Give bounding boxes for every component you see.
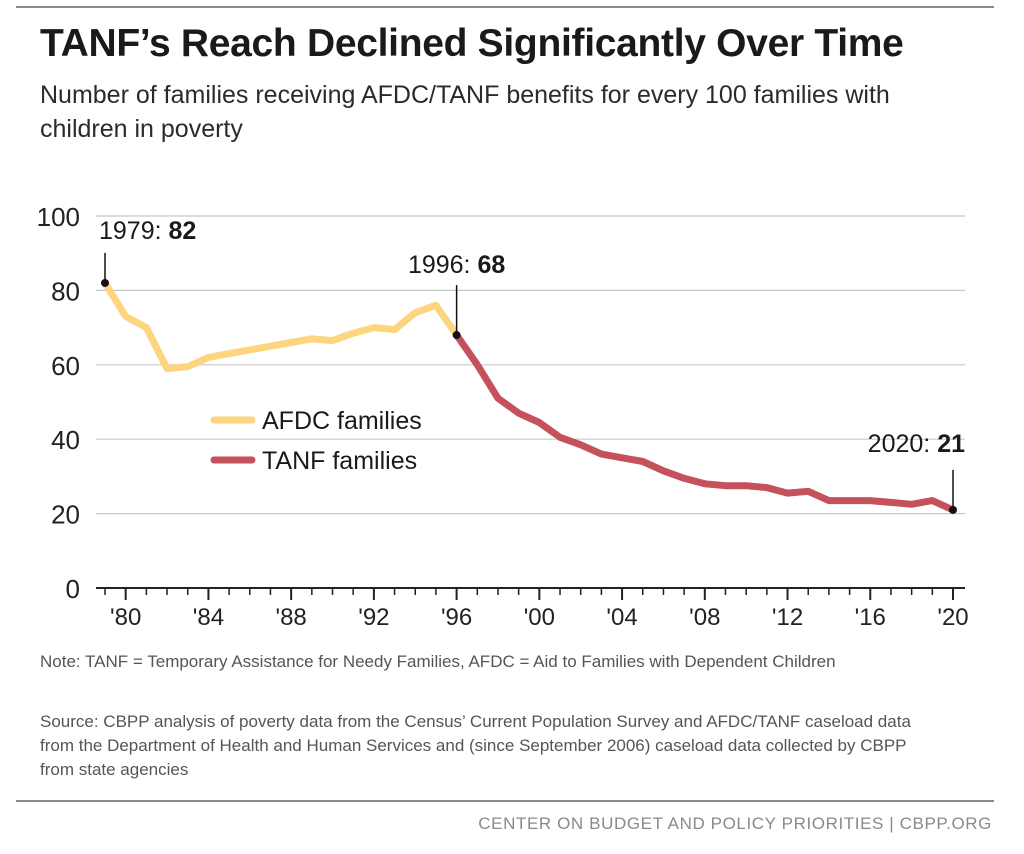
bottom-rule <box>16 800 994 802</box>
annotation-value-2020: 21 <box>937 430 965 458</box>
annotation-dot-2020 <box>949 505 957 514</box>
annotation-dot-1979 <box>101 278 109 287</box>
x-tick-label-2004: '04 <box>606 604 637 631</box>
x-tick-label-1992: '92 <box>358 604 389 631</box>
chart-title: TANF’s Reach Declined Significantly Over… <box>40 22 904 65</box>
x-tick-label-2016: '16 <box>855 604 886 631</box>
x-tick-label-1984: '84 <box>193 604 224 631</box>
top-rule <box>16 6 994 8</box>
y-tick-label-20: 20 <box>51 500 80 530</box>
annotations: 1979: 82 1996: 68 2020: 21 <box>99 217 965 514</box>
y-tick-label-40: 40 <box>51 425 80 455</box>
x-tick-label-1988: '88 <box>276 604 307 631</box>
axes: 0 20 40 60 80 100 '80 '84 '88 '92 '96 '00 '04 '08 '12 '… <box>37 202 969 631</box>
annotation-label-1979: 1979: 82 <box>99 217 196 245</box>
annotation-label-1996: 1996: 68 <box>408 251 505 279</box>
annotation-value-1979: 82 <box>169 217 197 245</box>
gridlines <box>96 215 965 515</box>
annotation-value-1996: 68 <box>477 251 505 279</box>
annotation-year-1979: 1979: <box>99 217 169 245</box>
legend-label-afdc: AFDC families <box>262 407 422 435</box>
footer-credit: CENTER ON BUDGET AND POLICY PRIORITIES |… <box>478 814 992 833</box>
series-line-tanf <box>453 331 957 514</box>
y-tick-label-0: 0 <box>66 574 80 604</box>
series-lines <box>101 279 957 514</box>
chart-subtitle: Number of families receiving AFDC/TANF b… <box>40 81 890 143</box>
y-tick-label-60: 60 <box>51 351 80 381</box>
x-tick-label-2008: '08 <box>689 604 720 631</box>
y-tick-label-80: 80 <box>51 276 80 306</box>
x-tick-label-1996: '96 <box>441 604 472 631</box>
annotation-year-2020: 2020: <box>868 430 938 458</box>
y-tick-label-100: 100 <box>37 202 80 232</box>
x-tick-label-2020: '20 <box>937 604 968 631</box>
legend: AFDC families TANF families <box>210 407 422 475</box>
annotation-dot-1996 <box>452 331 461 340</box>
annotation-label-2020: 2020: 21 <box>868 430 965 458</box>
chart-note: Note: TANF = Temporary Assistance for Ne… <box>40 652 836 671</box>
line-chart: 0 20 40 60 80 100 '80 '84 '88 '92 '96 '00 '04 '08 '12 '… <box>37 202 969 631</box>
series-line-afdc <box>101 279 461 372</box>
x-tick-label-2000: '00 <box>524 604 555 631</box>
chart-source: Source: CBPP analysis of poverty data fr… <box>40 712 911 779</box>
x-tick-label-2012: '12 <box>772 604 803 631</box>
legend-label-tanf: TANF families <box>262 447 417 475</box>
annotation-year-1996: 1996: <box>408 251 478 279</box>
x-tick-label-1980: '80 <box>110 604 141 631</box>
